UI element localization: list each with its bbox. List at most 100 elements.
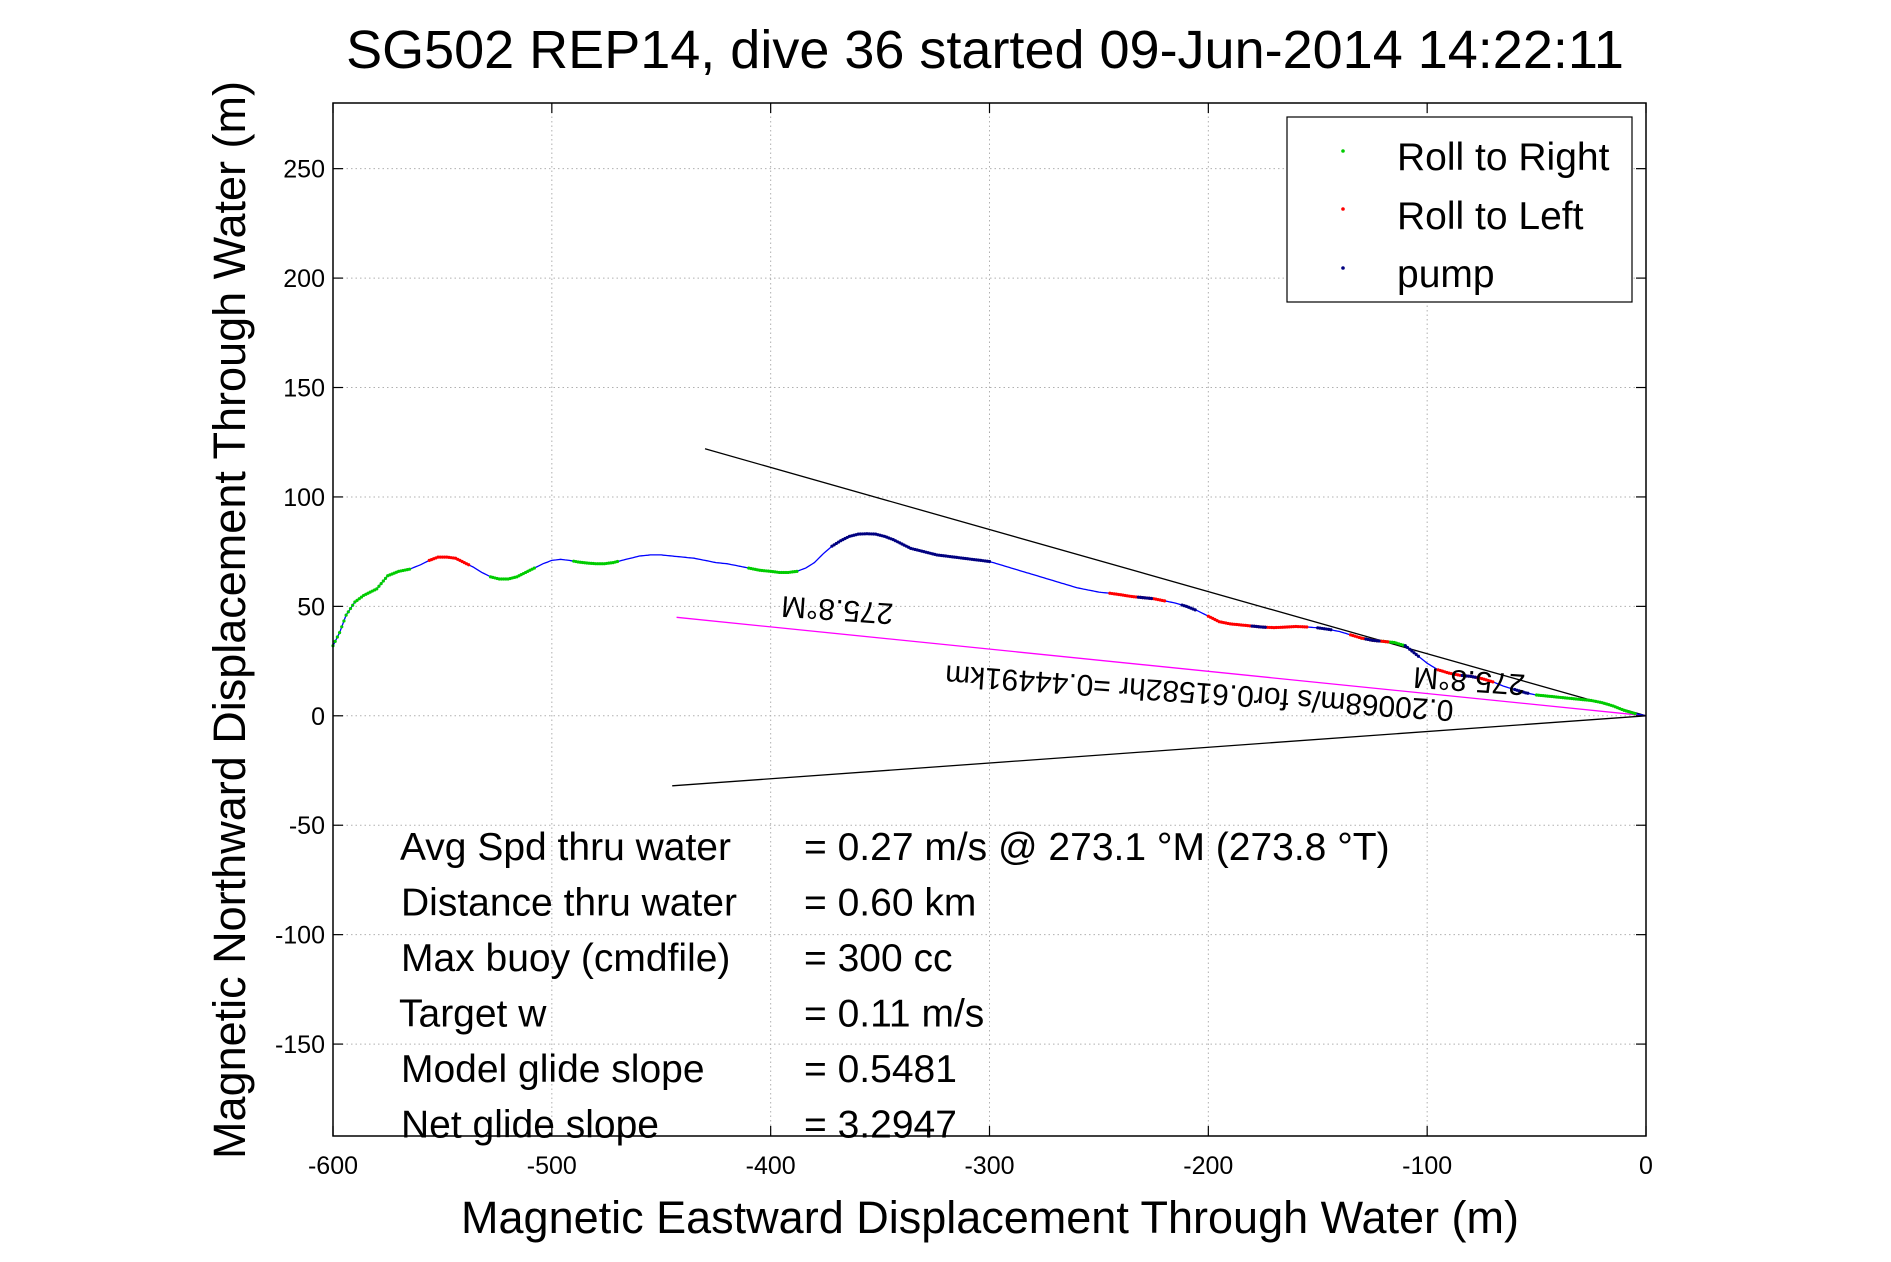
point-pump — [1408, 647, 1412, 651]
point-roll-to-right — [596, 562, 600, 566]
point-roll-to-left — [1386, 640, 1390, 644]
point-roll-to-right — [381, 579, 385, 583]
point-roll-to-right — [357, 597, 361, 601]
y-tick-label: -50 — [289, 812, 325, 840]
reference-line — [676, 616, 1647, 717]
stat-label: Target w — [399, 993, 547, 1036]
point-pump — [1473, 675, 1477, 679]
point-pump — [987, 559, 992, 564]
point-roll-to-right — [342, 619, 346, 623]
point-roll-to-right — [504, 577, 508, 581]
legend-label-roll-left: Roll to Left — [1397, 195, 1584, 238]
point-roll-to-right — [340, 625, 344, 629]
point-roll-to-right — [615, 559, 620, 564]
point-roll-to-left — [438, 555, 442, 559]
point-roll-to-right — [777, 570, 782, 575]
point-pump — [1403, 644, 1407, 648]
point-roll-to-right — [598, 562, 602, 566]
point-roll-to-left — [443, 555, 447, 559]
y-tick-label: 100 — [283, 484, 325, 512]
legend-marker-roll-right — [1341, 149, 1345, 153]
point-roll-to-right — [335, 635, 339, 639]
point-roll-to-right — [344, 613, 348, 617]
heading-annotation-upper: 275.8°M — [780, 589, 894, 630]
point-roll-to-right — [782, 570, 786, 575]
point-roll-to-right — [1633, 712, 1637, 716]
point-roll-to-right — [532, 566, 536, 570]
point-roll-to-right — [499, 577, 504, 581]
point-roll-to-left — [436, 555, 440, 559]
point-roll-to-left — [440, 555, 445, 559]
point-roll-to-right — [784, 570, 788, 575]
point-roll-to-right — [407, 567, 412, 571]
axis-ticks — [332, 103, 1647, 1136]
point-roll-to-right — [594, 562, 598, 566]
point-roll-to-right — [353, 600, 357, 604]
point-roll-to-right — [502, 577, 506, 581]
x-tick-label: -300 — [964, 1152, 1014, 1180]
point-roll-to-right — [337, 631, 342, 635]
point-pump — [1149, 596, 1154, 601]
stat-value: = 0.60 km — [804, 882, 976, 925]
point-roll-to-left — [1491, 680, 1495, 684]
x-tick-label: -100 — [1402, 1152, 1452, 1180]
point-roll-to-right — [379, 582, 383, 586]
point-pump — [1416, 654, 1421, 658]
stat-value: = 0.11 m/s — [804, 993, 984, 1036]
point-roll-to-left — [467, 563, 471, 567]
point-roll-to-right — [375, 587, 379, 591]
legend-label-roll-right: Roll to Right — [1397, 136, 1610, 179]
stat-value: = 0.27 m/s @ 273.1 °M (273.8 °T) — [804, 826, 1390, 869]
reference-lines — [672, 448, 1647, 787]
point-roll-to-left — [1305, 625, 1309, 629]
y-tick-label: 150 — [283, 375, 325, 403]
x-tick-label: 0 — [1639, 1152, 1653, 1180]
heading-annotation-lower: 275.8°M — [1412, 660, 1526, 701]
point-roll-to-right — [377, 584, 381, 588]
stat-label: Avg Spd thru water — [400, 826, 731, 869]
y-tick-label: 250 — [283, 156, 325, 184]
y-axis-label: Magnetic Northward Displacement Through … — [204, 81, 255, 1159]
point-pump — [1263, 625, 1267, 629]
point-roll-to-right — [497, 577, 501, 581]
x-axis-label: Magnetic Eastward Displacement Through W… — [461, 1192, 1519, 1243]
point-roll-to-left — [1162, 599, 1167, 603]
point-pump — [1405, 645, 1410, 650]
data-points — [331, 532, 1637, 716]
point-roll-to-right — [348, 606, 353, 611]
point-pump — [1377, 639, 1381, 643]
x-tick-label: -400 — [746, 1152, 796, 1180]
stat-label: Max buoy (cmdfile) — [401, 937, 730, 980]
y-tick-label: 200 — [283, 265, 325, 293]
point-pump — [1193, 608, 1197, 612]
x-tick-label: -600 — [308, 1152, 358, 1180]
x-tick-label: -500 — [527, 1152, 577, 1180]
legend: Roll to Right Roll to Left pump — [1286, 116, 1633, 303]
legend-marker-pump — [1341, 266, 1345, 270]
point-roll-to-right — [780, 570, 784, 575]
y-tick-label: 50 — [297, 593, 325, 621]
reference-line — [672, 715, 1647, 787]
y-tick-labels: -150 -100 -50 0 50 100 150 200 250 — [275, 156, 325, 1059]
stat-value: = 3.2947 — [804, 1104, 957, 1147]
point-roll-to-right — [383, 576, 388, 580]
y-tick-label: -150 — [275, 1031, 325, 1059]
point-roll-to-right — [795, 569, 799, 573]
point-roll-to-right — [359, 595, 364, 599]
point-roll-to-right — [600, 562, 604, 566]
y-tick-label: 0 — [311, 703, 325, 731]
point-roll-to-right — [333, 639, 337, 643]
stat-value: = 300 cc — [804, 937, 953, 980]
legend-marker-roll-left — [1341, 207, 1345, 211]
point-pump — [1410, 649, 1414, 653]
point-pump — [1329, 628, 1333, 632]
stat-value: = 0.5481 — [804, 1048, 957, 1091]
legend-label-pump: pump — [1397, 253, 1495, 296]
point-pump — [1526, 691, 1530, 695]
stat-label: Net glide slope — [401, 1104, 659, 1147]
stat-label: Model glide slope — [401, 1048, 705, 1091]
stats-block: Avg Spd thru water = 0.27 m/s @ 273.1 °M … — [399, 826, 1390, 1147]
x-tick-labels: -600 -500 -400 -300 -200 -100 0 — [308, 1152, 1653, 1180]
x-tick-label: -200 — [1183, 1152, 1233, 1180]
point-pump — [1414, 652, 1418, 657]
